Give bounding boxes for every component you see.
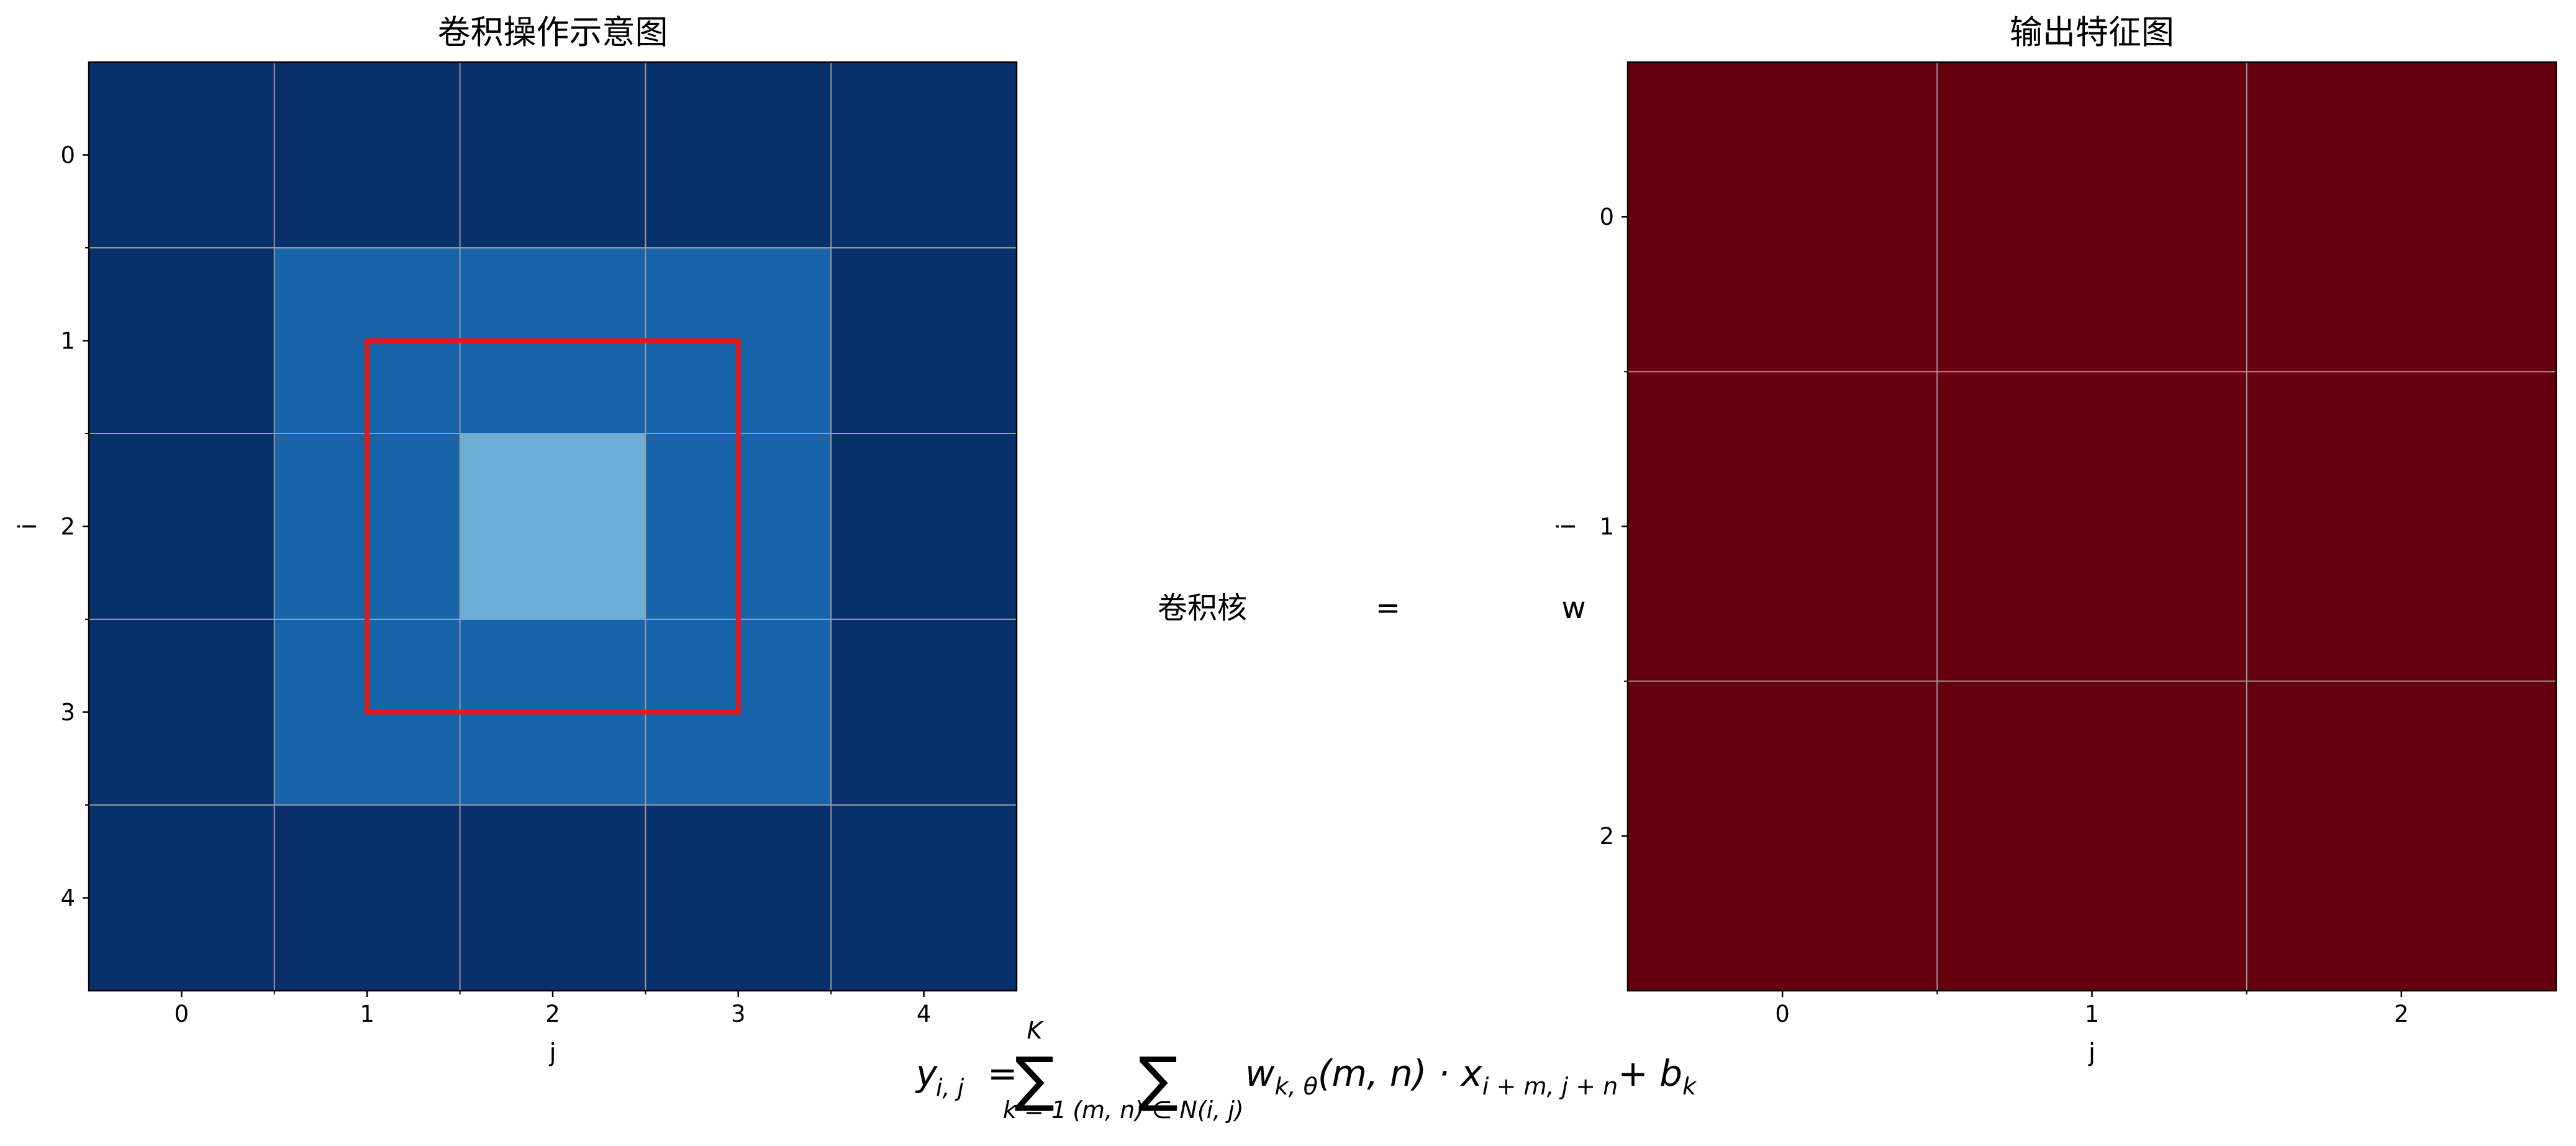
formula-eq: = — [987, 1052, 1018, 1094]
heatmap-cell — [89, 248, 275, 434]
heatmap: 0 1 2 3 4 0 1 2 3 4 卷积操作示意图 j i — [14, 14, 1018, 1067]
formula-mid: (m, n) · x — [1318, 1052, 1483, 1094]
heatmap-cell — [89, 434, 275, 620]
heatmap-cell — [1937, 681, 2247, 991]
heatmap-cell — [460, 805, 646, 991]
x-axis-label: j — [2088, 1039, 2095, 1067]
heatmap-cell — [831, 62, 1017, 248]
y-axis-label: i — [1553, 523, 1581, 530]
formula-body: wk, θ(m, n) · xi + m, j + n+ bk — [1245, 1052, 1697, 1100]
heatmap-cell — [1937, 371, 2247, 682]
heatmap: 0 1 2 0 1 2 输出特征图 j i — [1553, 14, 2557, 1067]
heatmap-cell — [89, 619, 275, 806]
formula-sum-lower: k = 1 — [1003, 1096, 1066, 1124]
x-tick-label: 1 — [360, 1001, 374, 1027]
x-axis-label: j — [548, 1039, 556, 1067]
chart-title: 卷积操作示意图 — [438, 14, 668, 52]
x-tick-label: 2 — [545, 1001, 560, 1027]
heatmap-cell — [274, 62, 461, 248]
heatmap-cell — [2246, 62, 2557, 372]
formula-sum-lower: (m, n) ∈ N(i, j) — [1073, 1096, 1244, 1124]
x-tick-label: 3 — [731, 1001, 746, 1027]
heatmap-cell — [645, 62, 832, 248]
heatmap-cell — [89, 62, 275, 248]
heatmap-cell — [460, 62, 646, 248]
heatmap-cell — [1628, 681, 1938, 991]
y-axis-label: i — [14, 523, 42, 530]
formula: y i, j = ∑ K k = 1 ∑ (m, n) ∈ N(i, j) wk… — [915, 1017, 1697, 1124]
formula-y-sub: i, j — [936, 1074, 964, 1101]
y-tick-label: 0 — [60, 142, 75, 169]
heatmap-cell — [831, 619, 1017, 806]
y-tick-label: 2 — [1599, 823, 1614, 850]
y-tick-label: 0 — [1599, 204, 1614, 230]
heatmap-cell — [1628, 62, 1938, 372]
formula-plus: + b — [1618, 1052, 1682, 1094]
chart-title: 输出特征图 — [2010, 14, 2174, 52]
heatmap-cell — [2246, 371, 2557, 682]
x-tick-label: 1 — [2085, 1001, 2100, 1027]
heatmap-cell — [460, 434, 646, 620]
heatmap-cell — [89, 805, 275, 991]
y-tick-label: 1 — [60, 328, 75, 355]
x-tick-label: 2 — [2394, 1001, 2409, 1027]
heatmap-cell — [831, 434, 1017, 620]
heatmap-cell — [2246, 681, 2557, 991]
y-tick-label: 4 — [60, 885, 75, 912]
y-tick-label: 3 — [60, 699, 75, 726]
x-tick-label: 0 — [175, 1001, 189, 1027]
formula-w: w — [1245, 1052, 1275, 1094]
highlight-box — [365, 338, 741, 715]
heatmap-cell — [274, 805, 461, 991]
formula-sum: ∑ — [1015, 1044, 1055, 1114]
y-tick-label: 1 — [1599, 514, 1614, 540]
formula-sum-upper: K — [1027, 1017, 1045, 1044]
formula-y: y — [915, 1052, 938, 1094]
equals-label: = — [1376, 591, 1400, 625]
w-label: w — [1561, 591, 1585, 625]
formula-sum: ∑ — [1138, 1044, 1179, 1114]
y-tick-label: 2 — [60, 514, 75, 540]
formula-x-sub: i + m, j + n — [1482, 1073, 1618, 1100]
heatmap-cell — [1937, 62, 2247, 372]
formula-w-sub: k, θ — [1274, 1073, 1317, 1100]
kernel-label: 卷积核 — [1158, 591, 1247, 625]
x-tick-label: 4 — [917, 1001, 932, 1027]
heatmap-cell — [831, 805, 1017, 991]
x-tick-label: 0 — [1775, 1001, 1790, 1027]
heatmap-cell — [1628, 371, 1938, 682]
heatmap-cell — [831, 248, 1017, 434]
formula-b-sub: k — [1682, 1073, 1697, 1100]
heatmap-cell — [645, 805, 832, 991]
